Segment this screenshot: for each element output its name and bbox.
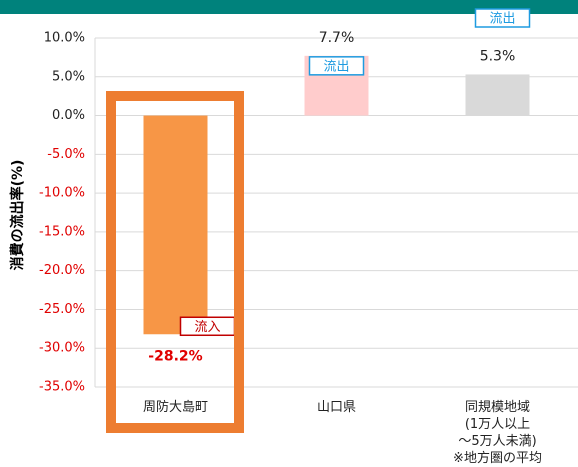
value-label: 5.3% [480,48,516,64]
y-tick-label: -30.0% [39,341,85,356]
y-axis-label: 消費の流出率(%) [9,160,26,271]
y-tick-label: -10.0% [39,186,85,201]
annotation-box [308,56,365,76]
y-tick-label: 5.0% [52,69,85,84]
bar [465,74,530,116]
header-band [0,0,578,14]
y-tick-label: -25.0% [39,302,85,317]
y-tick-label: -5.0% [47,147,85,162]
annotation-text: 流出 [489,12,515,27]
y-tick-label: -35.0% [39,380,85,395]
annotation-box [474,8,531,28]
annotation: 流出 [474,8,531,28]
annotation-text: 流入 [194,320,220,335]
y-tick-label: 0.0% [52,108,85,123]
value-label: -28.2% [148,348,202,364]
x-tick-label: 周防大島町 [142,400,208,415]
annotation: 流出 [308,56,365,76]
bar [143,115,208,335]
y-tick-label: -20.0% [39,263,85,278]
value-label: 7.7% [319,30,355,46]
x-tick-label: 山口県 [316,400,356,415]
x-tick-label: 同規模地域 (1万人以上 〜5万人未満) ※地方圏の平均 [453,400,542,466]
y-tick-label: 10.0% [44,31,85,46]
y-tick-label: -15.0% [39,224,85,239]
annotation-text: 流出 [323,59,349,74]
highlight-frame [106,91,244,433]
annotation: 流入 [179,316,236,337]
